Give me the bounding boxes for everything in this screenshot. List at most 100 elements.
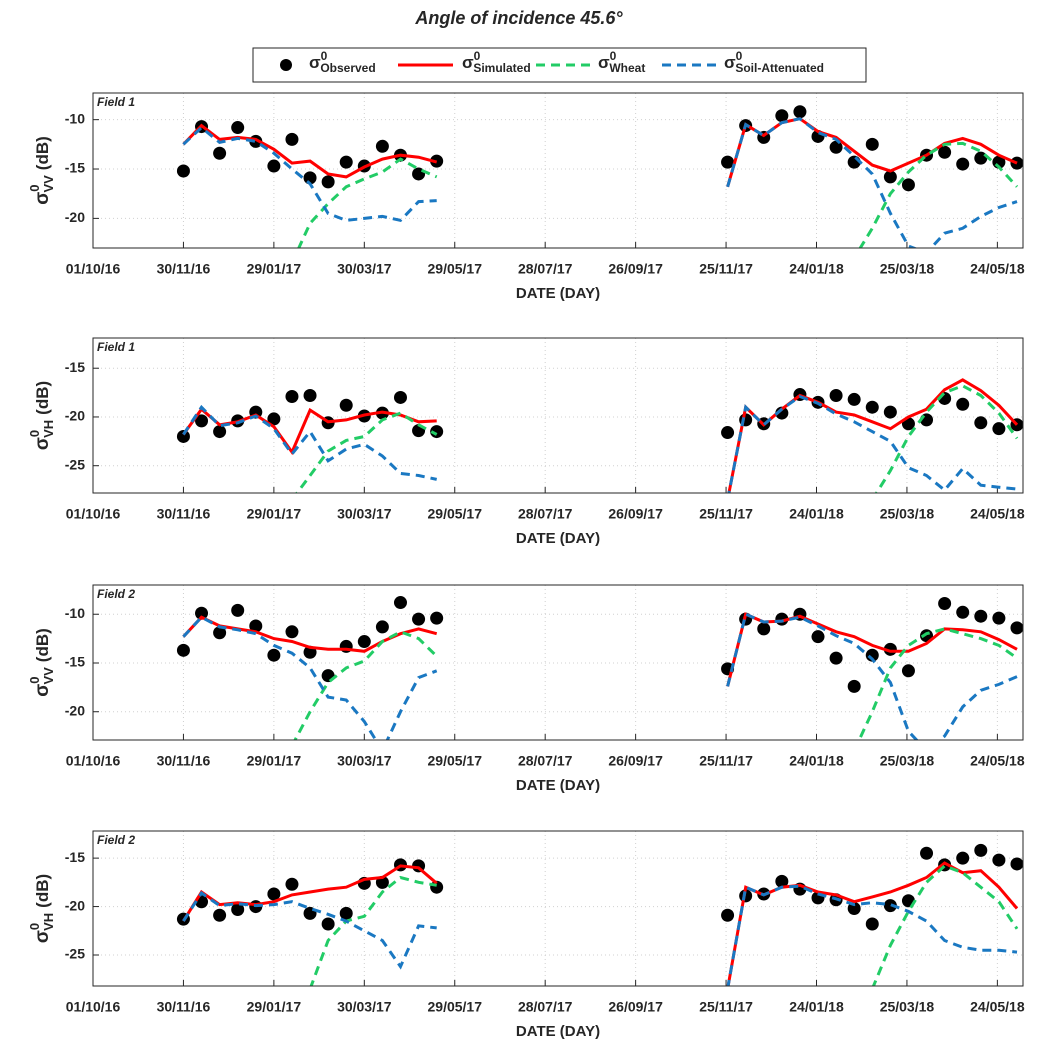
legend-symbol: σ [598,53,610,72]
observed-point [267,412,281,426]
x-tick-label: 25/03/18 [880,261,935,277]
observed-point [775,874,789,888]
observed-point [865,648,879,662]
panel: -25 -20 -15 01/10/16 30/11/16 29/01/17 30/03/1… [27,830,1025,1040]
legend-name: Wheat [609,61,645,75]
series-line [182,117,1018,248]
x-tick-label: 30/03/17 [337,753,392,769]
legend-name: Observed [320,61,375,75]
x-tick-label: 25/11/17 [699,506,753,522]
observed-point [956,397,970,411]
series-line [309,864,1019,986]
x-tick-label: 28/07/17 [518,999,573,1015]
y-tick-label: -15 [65,654,85,670]
x-axis-label: DATE (DAY) [516,285,600,302]
plot-area [93,831,1023,986]
observed-point [847,679,861,693]
x-tick-label: 25/03/18 [880,999,935,1015]
x-tick-label: 25/11/17 [699,753,753,769]
y-axis-label: σ0VH (dB) [27,381,56,450]
y-label-sub: VH [41,420,56,438]
field-label: Field 1 [97,95,135,109]
legend-name: Soil-Attenuated [735,61,824,75]
y-tick-label: -15 [65,160,85,176]
series-line [293,627,1018,740]
x-tick-label: 01/10/16 [66,261,121,277]
plot-area [93,338,1023,493]
x-tick-label: 26/09/17 [608,506,663,522]
x-tick-label: 30/11/16 [157,999,211,1015]
plot-area [93,93,1023,248]
y-label-unit: (dB) [33,136,52,170]
observed-point [285,132,299,146]
observed-point [992,422,1006,436]
observed-point [213,908,227,922]
y-tick-label: -10 [65,110,85,126]
plot-frame [92,584,1024,741]
observed-point [992,611,1006,625]
y-label-sub: VV [41,175,56,193]
plot-frame [92,92,1024,249]
x-tick-label: 24/01/18 [789,753,844,769]
x-axis-label: DATE (DAY) [516,1023,600,1040]
y-tick-label: -15 [65,849,85,865]
observed-point [1010,857,1023,871]
x-tick-label: 30/03/17 [337,506,392,522]
series-line [182,884,1018,986]
legend-symbol: σ [309,53,321,72]
legend-label: σ0 Wheat [598,49,645,75]
observed-point [721,908,735,922]
observed-point [721,155,735,169]
observed-point [303,171,317,185]
x-tick-label: 25/11/17 [699,999,753,1015]
observed-point [176,643,190,657]
observed-point [811,630,825,644]
observed-point [721,426,735,440]
x-tick-label: 24/05/18 [970,753,1025,769]
observed-point [357,635,371,649]
x-tick-label: 24/01/18 [789,506,844,522]
y-tick-label: -25 [65,456,85,472]
observed-point [847,902,861,915]
observed-point [974,843,988,857]
observed-point [176,429,190,443]
observed-point [974,416,988,430]
panel: -25 -20 -15 01/10/16 30/11/16 29/01/17 30/03/1… [27,337,1025,547]
y-axis-label: σ0VH (dB) [27,874,56,943]
y-label-unit: (dB) [33,381,52,415]
x-tick-label: 26/09/17 [608,261,663,277]
series-line [182,612,1018,740]
series-line [182,394,1018,493]
x-tick-label: 01/10/16 [66,999,121,1015]
legend-sup: 0 [474,49,481,63]
observed-point [412,612,426,626]
series-layer [176,596,1023,740]
y-tick-label: -20 [65,408,85,424]
x-tick-label: 25/11/17 [699,261,753,277]
observed-point [430,611,444,625]
plot-frame [92,830,1024,987]
y-label-sup: 0 [27,923,42,930]
observed-point [339,155,353,169]
field-label: Field 1 [97,340,135,354]
x-tick-label: 28/07/17 [518,753,573,769]
observed-point [213,146,227,160]
observed-point [883,170,897,184]
observed-point [1010,621,1023,635]
observed-point [793,105,807,119]
observed-point [231,121,245,135]
y-label-symbol: σ [32,192,53,205]
x-tick-label: 29/01/17 [247,753,302,769]
field-label: Field 2 [97,833,135,847]
y-tick-label: -20 [65,209,85,225]
panel: -20 -15 -10 01/10/16 30/11/16 29/01/17 30/03/1… [27,584,1025,794]
observed-point [865,400,879,414]
legend-symbol: σ [462,53,474,72]
observed-point [883,899,897,913]
y-label-symbol: σ [32,930,53,943]
x-tick-label: 29/05/17 [428,261,483,277]
x-tick-label: 01/10/16 [66,506,121,522]
series-layer [176,378,1023,493]
y-axis-label: σ0VV (dB) [27,628,56,697]
